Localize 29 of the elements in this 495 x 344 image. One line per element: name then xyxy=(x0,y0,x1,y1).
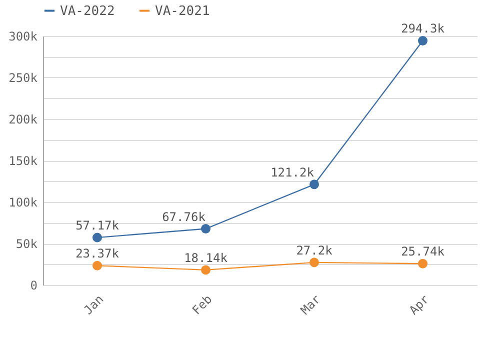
point xyxy=(418,258,428,268)
x-tick-label: Jan xyxy=(81,292,106,318)
x-tick-label: Feb xyxy=(190,292,215,318)
x-tick-label: Apr xyxy=(406,292,432,318)
data-label: 27.2k xyxy=(296,243,334,258)
y-tick-label: 100k xyxy=(8,196,38,210)
y-tick-label: 150k xyxy=(8,154,38,168)
data-label: 294.3k xyxy=(401,22,446,36)
point xyxy=(310,258,319,268)
data-label: 57.17k xyxy=(76,218,120,233)
point xyxy=(92,232,102,242)
y-tick-label: 0 xyxy=(30,278,38,292)
legend-label: VA-2021 xyxy=(155,4,210,19)
data-label: 23.37k xyxy=(76,246,120,261)
point xyxy=(418,36,428,46)
y-tick-label: 50k xyxy=(16,237,38,251)
y-tick-label: 250k xyxy=(8,71,38,85)
point xyxy=(310,180,319,190)
point xyxy=(92,260,102,270)
point xyxy=(201,224,210,234)
y-tick-label: 300k xyxy=(8,30,38,44)
data-label: 18.14k xyxy=(184,250,228,265)
data-label: 25.74k xyxy=(401,244,446,259)
data-label: 67.76k xyxy=(162,210,206,224)
legend-label: VA-2022 xyxy=(60,4,115,19)
y-tick-label: 200k xyxy=(8,112,38,126)
x-tick-label: Mar xyxy=(298,292,324,318)
point xyxy=(201,265,210,275)
data-label: 121.2k xyxy=(270,165,315,180)
